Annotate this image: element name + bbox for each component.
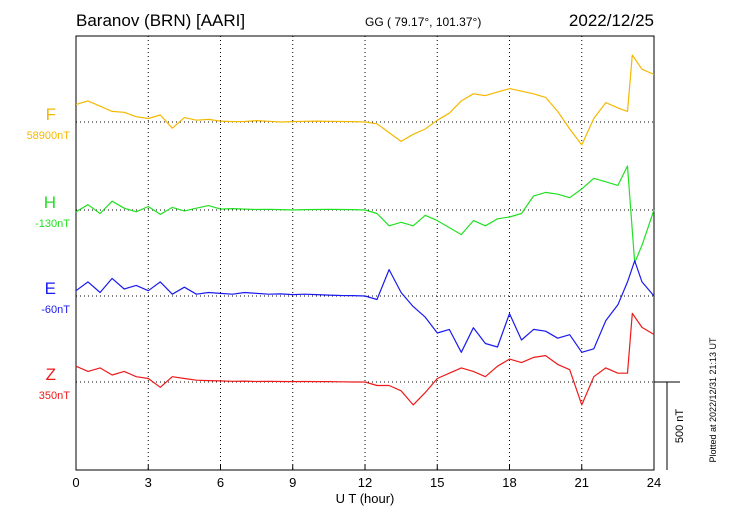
series-f — [75, 54, 655, 146]
series-traces — [75, 54, 655, 406]
series-labels: F 58900nT H -130nT E -60nT Z 350nT — [27, 105, 71, 402]
series-e — [75, 260, 655, 353]
series-name-f: F — [46, 105, 56, 124]
baseline-value-h: -130nT — [35, 218, 70, 230]
date-label: 2022/12/25 — [569, 11, 654, 30]
baseline-value-f: 58900nT — [27, 130, 71, 142]
x-tick-label: 9 — [289, 475, 296, 490]
baseline-value-z: 350nT — [39, 390, 70, 402]
series-name-e: E — [45, 279, 56, 298]
scale-bar-label: 500 nT — [674, 409, 686, 444]
x-tick-label: 6 — [217, 475, 224, 490]
vertical-gridlines — [147, 36, 583, 470]
series-name-h: H — [44, 193, 56, 212]
baseline-value-e: -60nT — [41, 304, 70, 316]
x-tick-label: 15 — [430, 475, 444, 490]
plotted-timestamp: Plotted at 2022/12/31 21:13 UT — [708, 337, 718, 463]
x-tick-label: 0 — [72, 475, 79, 490]
x-tick-label: 12 — [358, 475, 372, 490]
series-name-z: Z — [46, 365, 56, 384]
scale-bar: 500 nT — [654, 381, 686, 470]
x-tick-label: 21 — [575, 475, 589, 490]
series-h — [75, 165, 655, 264]
station-title: Baranov (BRN) [AARI] — [76, 11, 245, 30]
x-axis-ticks: 0 3 6 9 12 15 18 21 24 — [72, 465, 661, 490]
x-tick-label: 3 — [145, 475, 152, 490]
series-z — [75, 312, 655, 406]
x-axis-label: U T (hour) — [336, 491, 395, 506]
x-tick-label: 24 — [647, 475, 661, 490]
coordinates-label: GG ( 79.17°, 101.37°) — [365, 15, 481, 29]
x-tick-label: 18 — [502, 475, 516, 490]
